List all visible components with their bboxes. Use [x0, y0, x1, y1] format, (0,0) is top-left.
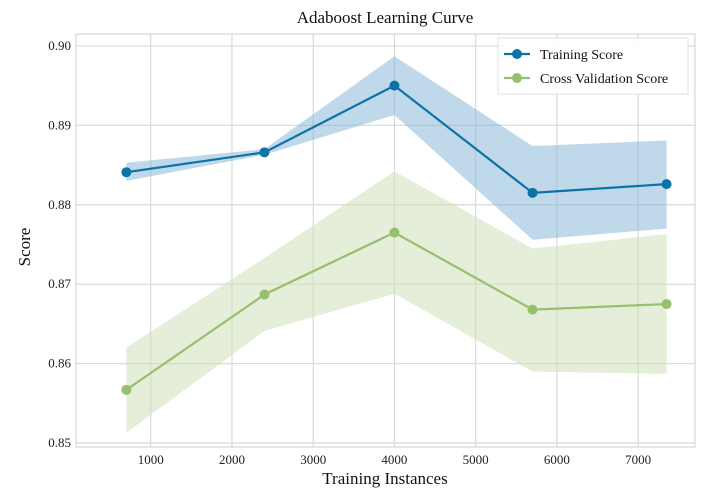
chart-title: Adaboost Learning Curve: [297, 8, 474, 27]
x-tick-label: 5000: [463, 452, 489, 467]
y-tick-label: 0.90: [48, 38, 71, 53]
point-series-0: [121, 167, 132, 178]
x-tick-label: 7000: [625, 452, 651, 467]
x-axis-title: Training Instances: [322, 469, 447, 488]
x-tick-label: 4000: [381, 452, 407, 467]
point-series-1: [121, 384, 132, 395]
y-tick-label: 0.86: [48, 356, 71, 371]
point-series-1: [259, 289, 270, 300]
plot-frame: [75, 33, 696, 448]
x-tick-label: 1000: [138, 452, 164, 467]
y-tick-label: 0.85: [48, 435, 71, 450]
x-tick-label: 3000: [300, 452, 326, 467]
legend-label: Training Score: [540, 48, 623, 63]
point-series-0: [661, 179, 672, 190]
series-points: [121, 80, 672, 395]
point-series-1: [527, 304, 538, 315]
band-series-1: [126, 171, 667, 433]
y-axis-title: Score: [15, 228, 34, 267]
y-tick-label: 0.89: [48, 117, 71, 132]
point-series-1: [389, 227, 400, 238]
point-series-0: [389, 80, 400, 91]
legend-box: [497, 37, 689, 95]
point-series-1: [661, 299, 672, 310]
legend-swatch-marker: [512, 49, 522, 59]
legend-label: Cross Validation Score: [540, 72, 668, 87]
point-series-0: [259, 147, 270, 158]
x-tick-label: 2000: [219, 452, 245, 467]
x-tick-label: 6000: [544, 452, 570, 467]
x-tick-labels: 1000 2000 3000 4000 5000 6000 7000: [138, 452, 651, 467]
y-tick-label: 0.88: [48, 197, 71, 212]
y-tick-label: 0.87: [48, 276, 71, 291]
legend-swatch-marker: [512, 73, 522, 83]
legend: Training Score Cross Validation Score: [497, 37, 689, 95]
point-series-0: [527, 187, 538, 198]
confidence-bands: [126, 56, 667, 433]
y-tick-labels: 0.85 0.86 0.87 0.88 0.89 0.90: [48, 38, 71, 450]
